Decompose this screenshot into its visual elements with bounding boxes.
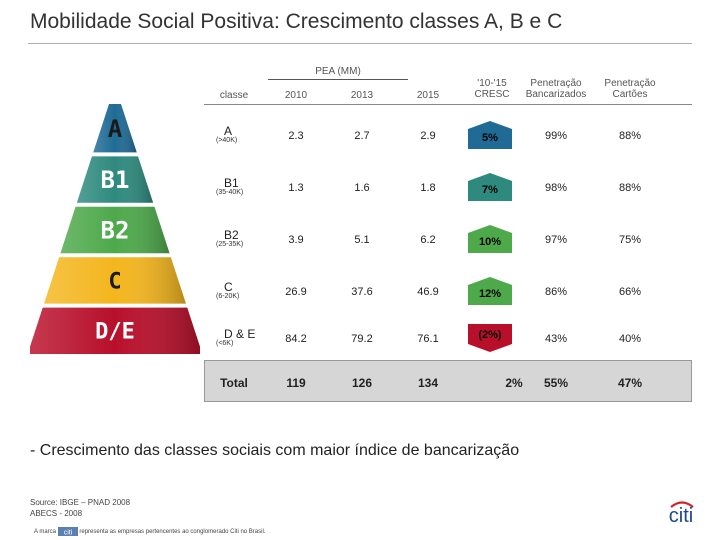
- total-pen-banc: 55%: [543, 376, 569, 390]
- pyramid-band-shade: [76, 156, 154, 203]
- value-2013: 5.1: [354, 234, 370, 246]
- col-header-pen-cart: Penetração Cartões: [598, 78, 662, 100]
- class-name: A: [224, 124, 233, 138]
- value-2015: 6.2: [420, 234, 436, 246]
- cresc-marker: 12%: [468, 277, 512, 305]
- citi-logo: citi: [669, 501, 694, 526]
- cresc-marker-shape: [468, 277, 512, 305]
- pea-header-rule: [268, 79, 408, 80]
- class-name: B1: [224, 176, 239, 190]
- col-header-2010: 2010: [284, 90, 308, 101]
- col-header-pen-cart-line2: Cartões: [612, 89, 648, 100]
- total-cresc: 2%: [505, 376, 523, 390]
- footnote: - Crescimento das classes sociais com ma…: [30, 442, 520, 459]
- value-2013: 1.6: [354, 182, 370, 194]
- source-line-1: Source: IBGE – PNAD 2008: [30, 498, 131, 507]
- cresc-marker-shape: [468, 121, 512, 149]
- brand-note: A marca citi representa as empresas pert…: [34, 527, 266, 537]
- pyramid-band-shade: [93, 104, 137, 153]
- class-name: B2: [224, 228, 239, 242]
- value-2010: 2.3: [288, 130, 304, 142]
- col-header-classe: classe: [219, 90, 249, 101]
- col-header-2013: 2013: [350, 90, 374, 101]
- cresc-marker: 10%: [468, 225, 512, 253]
- svg-text:citi: citi: [63, 530, 72, 537]
- col-header-pen-cart-line1: Penetração: [604, 78, 656, 89]
- cresc-value: 7%: [482, 184, 498, 196]
- cresc-marker: 5%: [468, 121, 512, 149]
- cresc-marker: (2%): [468, 324, 512, 352]
- penetration-banked: 86%: [544, 286, 568, 298]
- col-header-2015: 2015: [416, 90, 440, 101]
- class-pyramid: A B1 B2 C D/E: [30, 104, 200, 354]
- class-name: C: [224, 280, 233, 294]
- value-2013: 37.6: [351, 286, 373, 298]
- total-label: Total: [220, 376, 248, 390]
- pyramid-band-shade: [30, 307, 200, 354]
- total-2010: 119: [286, 376, 306, 390]
- value-2015: 1.8: [420, 182, 436, 194]
- value-2010: 84.2: [285, 333, 307, 345]
- pyramid-label: B2: [101, 217, 130, 245]
- class-income-range: (35-40K): [216, 189, 244, 196]
- cresc-marker-shape: [468, 324, 512, 352]
- pea-header: PEA (MM): [315, 66, 361, 77]
- penetration-cards: 88%: [618, 182, 642, 194]
- pyramid-label: D/E: [95, 320, 135, 345]
- penetration-cards: 40%: [618, 333, 642, 345]
- pyramid-label: B1: [101, 166, 130, 194]
- cresc-value: (2%): [478, 329, 502, 341]
- col-header-pen-banc-line1: Penetração: [530, 78, 582, 89]
- cresc-value: 10%: [479, 236, 501, 248]
- value-2015: 46.9: [417, 286, 439, 298]
- class-income-range: (6-20K): [216, 293, 240, 300]
- pyramid-label: C: [108, 269, 121, 294]
- value-2013: 79.2: [351, 333, 373, 345]
- pyramid-label: A: [108, 115, 123, 143]
- citi-logo-text: citi: [669, 505, 693, 526]
- title-divider: [28, 43, 692, 44]
- value-2015: 2.9: [420, 130, 436, 142]
- source-note: Source: IBGE – PNAD 2008 ABECS - 2008: [30, 497, 130, 519]
- total-2015: 134: [417, 376, 439, 390]
- class-income-range: (25-35K): [216, 241, 244, 248]
- slide-title: Mobilidade Social Positiva: Crescimento …: [30, 10, 563, 33]
- class-income-range: (<6K): [216, 340, 234, 347]
- class-name: D & E: [224, 327, 256, 341]
- total-pen-cart: 47%: [617, 376, 643, 390]
- value-2013: 2.7: [354, 130, 370, 142]
- cresc-value: 12%: [479, 288, 501, 300]
- col-header-cresc-line2: CRESC: [474, 89, 510, 100]
- citi-logo-arc: [670, 501, 694, 508]
- total-row: [204, 360, 692, 402]
- value-2010: 26.9: [285, 286, 307, 298]
- penetration-banked: 43%: [544, 333, 568, 345]
- penetration-cards: 66%: [618, 286, 642, 298]
- brand-note-prefix: A marca: [34, 529, 57, 536]
- cresc-marker-shape: [468, 225, 512, 253]
- col-header-cresc: '10-'15 CRESC: [464, 78, 520, 100]
- penetration-cards: 75%: [618, 234, 642, 246]
- brand-note-suffix: representa as empresas pertencentes ao c…: [79, 529, 266, 536]
- source-line-2: ABECS - 2008: [30, 509, 83, 518]
- pyramid-band-shade: [44, 257, 186, 304]
- class-income-range: (>40K): [216, 137, 238, 144]
- cresc-marker-shape: [468, 173, 512, 201]
- value-2015: 76.1: [417, 333, 439, 345]
- col-header-cresc-line1: '10-'15: [477, 78, 507, 89]
- penetration-banked: 99%: [544, 130, 568, 142]
- value-2010: 3.9: [288, 234, 304, 246]
- col-header-pen-banc-line2: Bancarizados: [525, 89, 587, 100]
- citi-mini-logo: citi: [57, 527, 78, 537]
- total-2013: 126: [351, 376, 373, 390]
- cresc-marker: 7%: [468, 173, 512, 201]
- penetration-banked: 98%: [544, 182, 568, 194]
- penetration-banked: 97%: [544, 234, 568, 246]
- cresc-value: 5%: [482, 132, 498, 144]
- header-rule: [204, 104, 692, 105]
- pyramid-band-shade: [60, 206, 170, 254]
- value-2010: 1.3: [288, 182, 304, 194]
- col-header-pen-banc: Penetração Bancarizados: [520, 78, 592, 100]
- penetration-cards: 88%: [618, 130, 642, 142]
